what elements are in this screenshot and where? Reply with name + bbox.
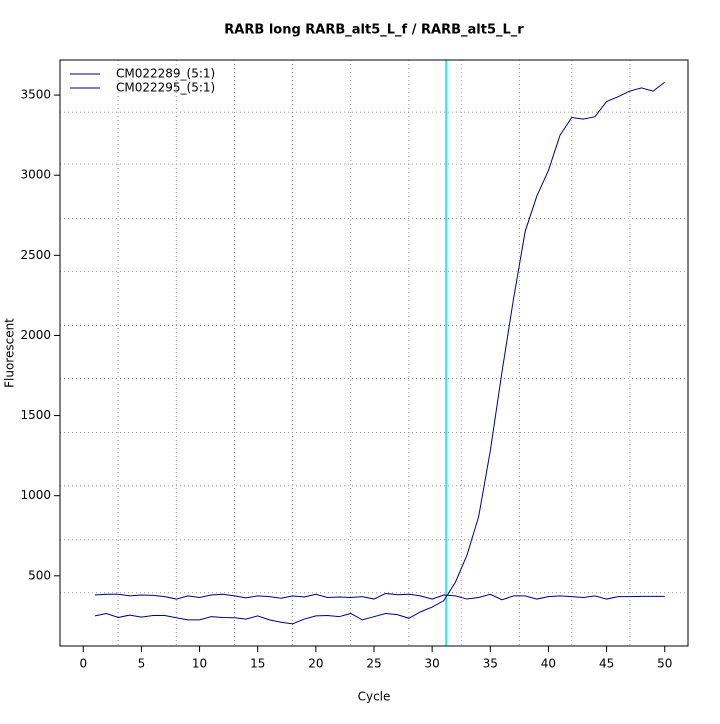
x-tick-label: 0 <box>79 657 87 671</box>
x-tick-label: 45 <box>599 657 614 671</box>
y-axis-label: Fluorescent <box>3 318 17 388</box>
y-tick-label: 2500 <box>20 248 51 262</box>
x-tick-label: 35 <box>483 657 498 671</box>
y-tick-label: 1000 <box>20 488 51 502</box>
x-tick-label: 50 <box>657 657 672 671</box>
series-line <box>94 81 666 625</box>
plot-frame <box>59 59 689 647</box>
legend-label: CM022295_(5:1) <box>116 81 215 95</box>
x-tick-label: 40 <box>541 657 556 671</box>
y-tick-label: 500 <box>28 568 51 582</box>
chart-title: RARB long RARB_alt5_L_f / RARB_alt5_L_r <box>224 23 524 38</box>
y-tick-label: 1500 <box>20 408 51 422</box>
x-tick-label: 25 <box>366 657 381 671</box>
x-tick-label: 20 <box>308 657 323 671</box>
y-tick-label: 2000 <box>20 328 51 342</box>
x-tick-label: 15 <box>250 657 265 671</box>
series-line <box>94 592 665 601</box>
x-tick-label: 30 <box>425 657 440 671</box>
x-tick-label: 10 <box>192 657 207 671</box>
y-tick-label: 3000 <box>20 168 51 182</box>
legend-label: CM022289_(5:1) <box>116 67 215 81</box>
x-tick-label: 5 <box>138 657 146 671</box>
x-axis-label: Cycle <box>358 690 391 704</box>
y-tick-label: 3500 <box>20 88 51 102</box>
